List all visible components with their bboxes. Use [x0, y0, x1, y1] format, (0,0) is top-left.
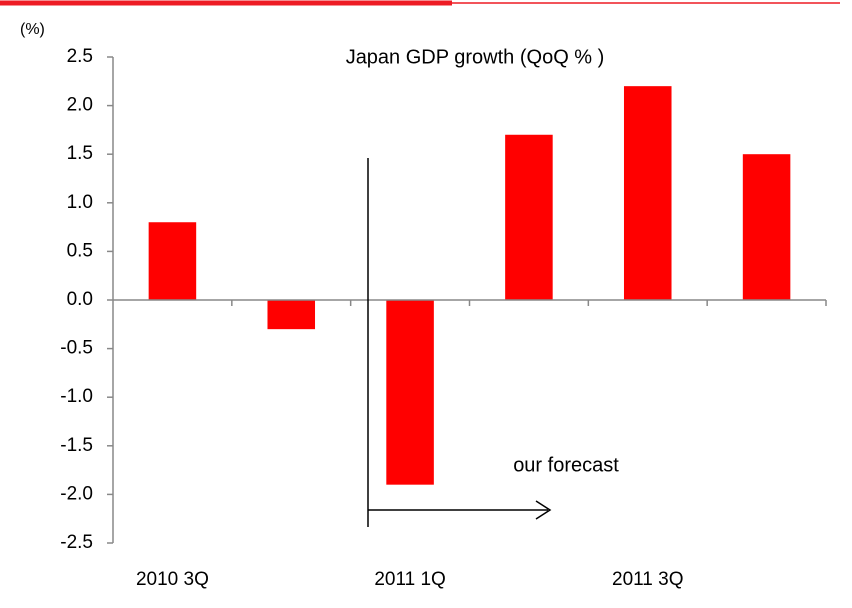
annotation: our forecast — [513, 454, 619, 476]
y-tick-label: 1.5 — [67, 143, 93, 164]
plot: -2.5 -2.0 -1.5 -1.0 -0.5 0.0 0.5 1.0 1.5 2.0 2.5 20… — [60, 46, 827, 590]
y-tick-label: -2.5 — [60, 532, 93, 553]
y-tick-label: 1.0 — [67, 192, 93, 213]
bar — [267, 300, 316, 330]
bar — [505, 134, 553, 300]
x-tick-label: 2011 1Q — [374, 569, 445, 590]
y-unit-label: (%) — [20, 21, 45, 38]
y-tick-label: -2.0 — [60, 483, 93, 504]
x-tick-label: 2010 3Q — [136, 569, 209, 590]
y-tick-label: 2.5 — [67, 46, 93, 67]
bar — [386, 300, 434, 485]
bar — [148, 222, 197, 300]
y-tick-label: 2.0 — [67, 95, 93, 116]
bar — [742, 154, 791, 300]
y-tick-label: -1.5 — [60, 435, 93, 456]
arrow-head — [535, 500, 552, 520]
chart-title: Japan GDP growth (QoQ % ) — [346, 46, 605, 68]
y-tick-label: 0.5 — [67, 240, 93, 261]
bar — [623, 86, 672, 300]
y-tick-label: 0.0 — [67, 289, 93, 310]
x-tick-label: 2011 3Q — [612, 569, 683, 590]
y-tick-label: -1.0 — [60, 386, 93, 407]
y-tick-label: -0.5 — [60, 338, 93, 359]
